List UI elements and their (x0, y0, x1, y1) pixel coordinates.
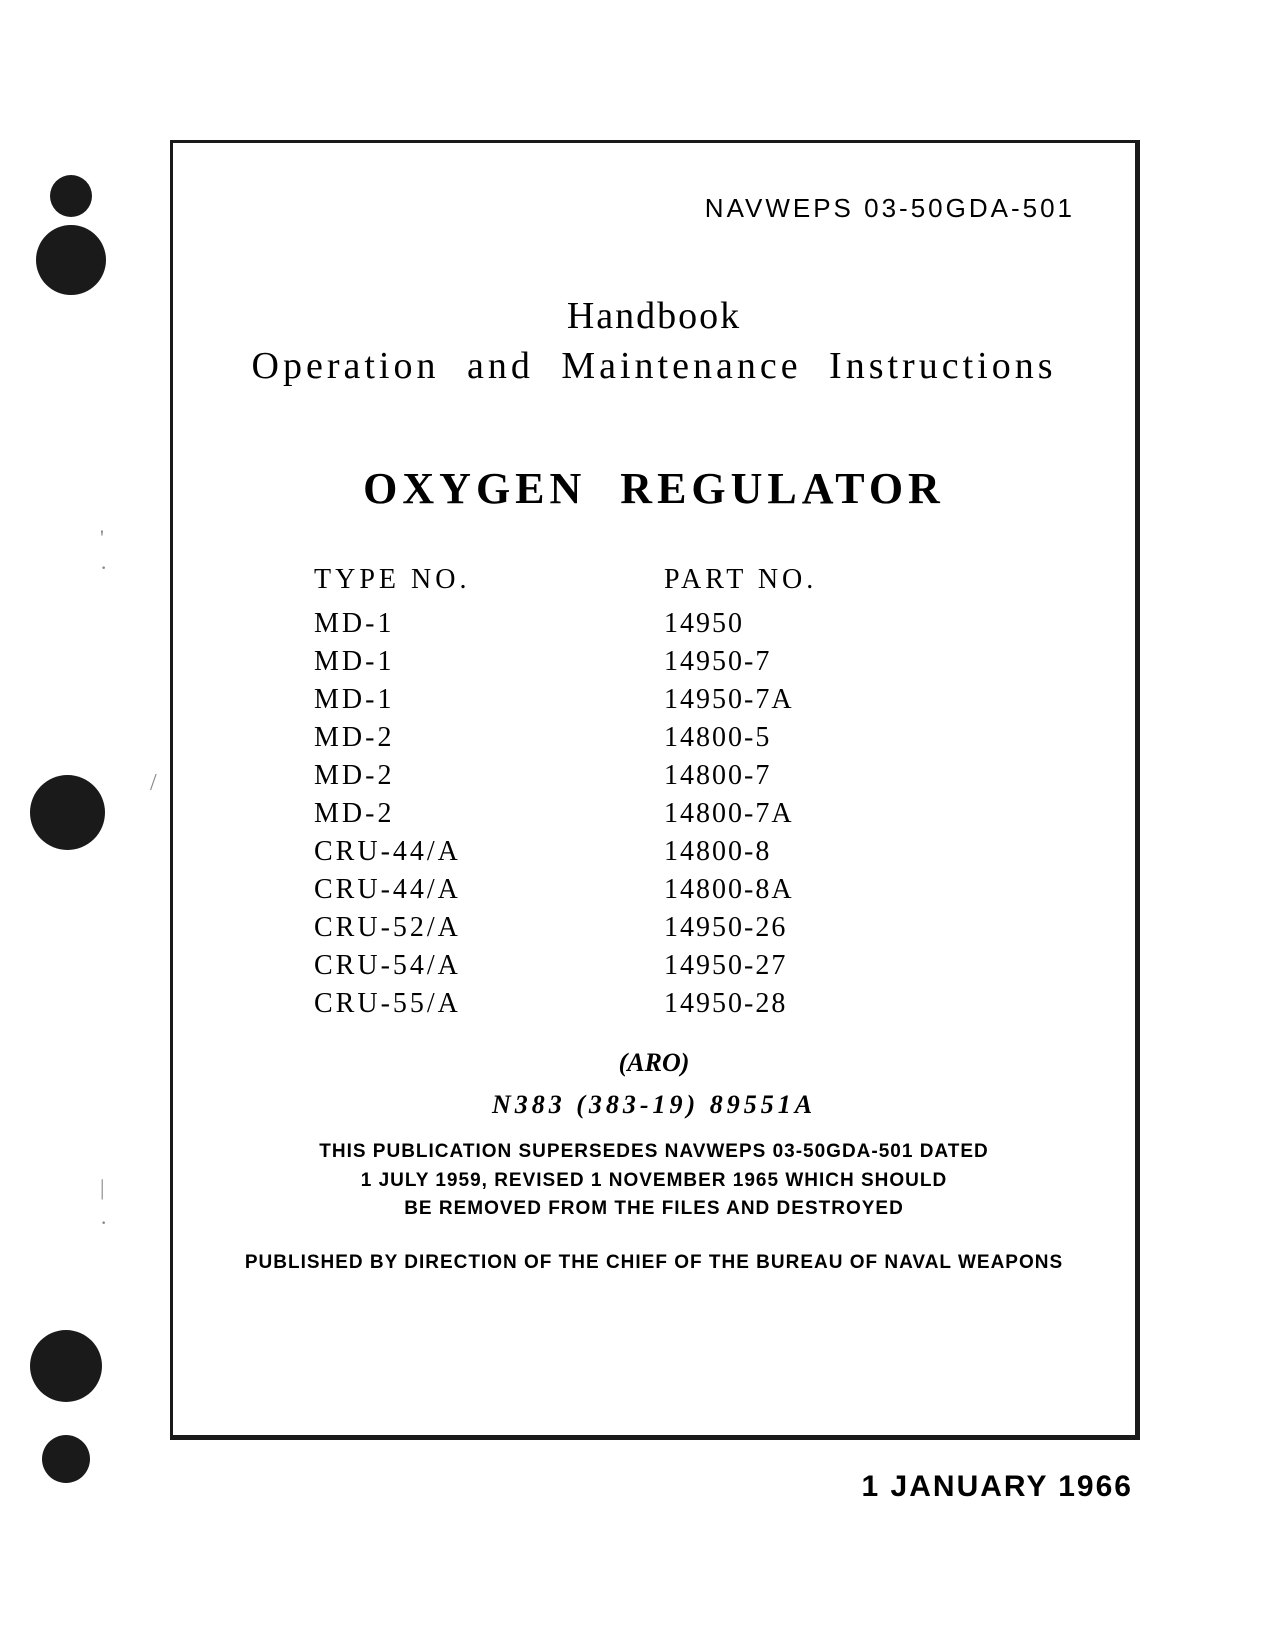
type-cell: CRU-52/A (314, 912, 664, 944)
type-cell: CRU-55/A (314, 988, 664, 1020)
type-cell: MD-2 (314, 722, 664, 754)
stray-mark: · (100, 555, 107, 581)
binder-hole (50, 175, 92, 217)
table-row: CRU-52/A14950-26 (314, 912, 994, 944)
type-cell: MD-1 (314, 646, 664, 678)
type-cell: CRU-54/A (314, 950, 664, 982)
table-row: MD-114950 (314, 608, 994, 640)
table-body: MD-114950MD-114950-7MD-114950-7AMD-21480… (314, 608, 994, 1020)
type-cell: MD-1 (314, 684, 664, 716)
part-cell: 14800-7 (664, 760, 771, 792)
table-header-row: TYPE NO. PART NO. (314, 564, 994, 596)
stray-mark: | (100, 1175, 104, 1201)
publication-date: 1 JANUARY 1966 (862, 1470, 1133, 1504)
type-cell: CRU-44/A (314, 874, 664, 906)
table-row: MD-214800-5 (314, 722, 994, 754)
table-row: CRU-44/A14800-8A (314, 874, 994, 906)
part-cell: 14800-7A (664, 798, 794, 830)
supersede-line: THIS PUBLICATION SUPERSEDES NAVWEPS 03-5… (319, 1141, 989, 1162)
part-cell: 14950 (664, 608, 744, 640)
part-cell: 14950-27 (664, 950, 787, 982)
part-cell: 14950-7 (664, 646, 771, 678)
part-cell: 14800-8A (664, 874, 794, 906)
serial-number: N383 (383-19) 89551A (213, 1090, 1095, 1120)
part-header: PART NO. (664, 564, 817, 596)
supersede-line: 1 JULY 1959, REVISED 1 NOVEMBER 1965 WHI… (361, 1170, 947, 1191)
type-cell: MD-1 (314, 608, 664, 640)
table-row: MD-114950-7 (314, 646, 994, 678)
binder-hole (36, 225, 106, 295)
content-frame: NAVWEPS 03-50GDA-501 Handbook Operation … (170, 140, 1140, 1440)
part-cell: 14800-5 (664, 722, 771, 754)
document-number: NAVWEPS 03-50GDA-501 (213, 193, 1095, 224)
supersede-notice: THIS PUBLICATION SUPERSEDES NAVWEPS 03-5… (213, 1138, 1095, 1224)
main-title: OXYGEN REGULATOR (213, 463, 1095, 514)
part-cell: 14950-7A (664, 684, 794, 716)
type-cell: MD-2 (314, 760, 664, 792)
subtitle: Operation and Maintenance Instructions (213, 344, 1095, 388)
stray-mark: · (100, 1210, 107, 1236)
part-cell: 14950-26 (664, 912, 787, 944)
type-cell: CRU-44/A (314, 836, 664, 868)
table-row: MD-114950-7A (314, 684, 994, 716)
part-cell: 14950-28 (664, 988, 787, 1020)
table-row: MD-214800-7 (314, 760, 994, 792)
stray-mark: / (150, 770, 157, 797)
handbook-label: Handbook (213, 294, 1095, 338)
aro-label: (ARO) (213, 1048, 1095, 1078)
stray-mark: ' (100, 525, 104, 551)
type-cell: MD-2 (314, 798, 664, 830)
table-row: CRU-44/A14800-8 (314, 836, 994, 868)
table-row: CRU-55/A14950-28 (314, 988, 994, 1020)
parts-table: TYPE NO. PART NO. MD-114950MD-114950-7MD… (314, 564, 994, 1020)
part-cell: 14800-8 (664, 836, 771, 868)
table-row: MD-214800-7A (314, 798, 994, 830)
table-row: CRU-54/A14950-27 (314, 950, 994, 982)
binder-hole (30, 775, 105, 850)
binder-hole (30, 1330, 102, 1402)
binder-hole (42, 1435, 90, 1483)
type-header: TYPE NO. (314, 564, 664, 596)
publisher-notice: PUBLISHED BY DIRECTION OF THE CHIEF OF T… (213, 1252, 1095, 1274)
supersede-line: BE REMOVED FROM THE FILES AND DESTROYED (404, 1198, 904, 1219)
document-page: ' · / | · NAVWEPS 03-50GDA-501 Handbook … (0, 0, 1273, 1650)
